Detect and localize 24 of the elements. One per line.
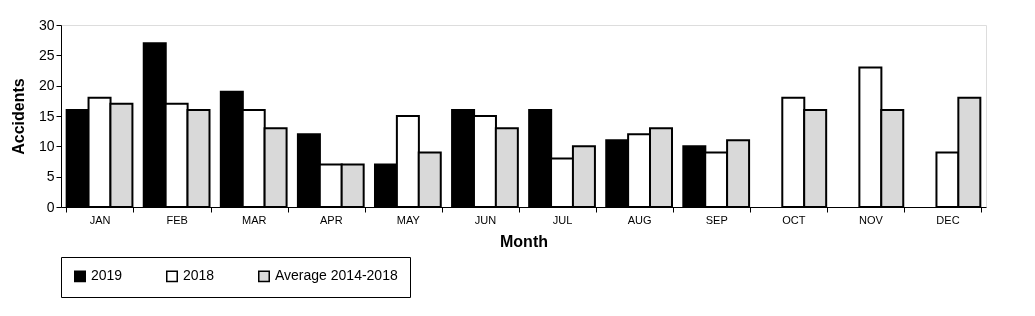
x-tick-label: JUL (552, 213, 573, 226)
y-tick-label: 10 (38, 137, 55, 154)
x-tick-label: MAY (396, 213, 421, 226)
x-tick-label: MAR (241, 213, 267, 226)
y-tick-label: 25 (38, 46, 55, 63)
x-tick-label: NOV (858, 213, 884, 226)
legend-label: 2018 (183, 267, 215, 284)
x-tick-label: DEC (936, 213, 960, 226)
x-tick-label: JAN (89, 213, 111, 226)
y-tick-label: 15 (38, 107, 55, 124)
x-tick-label: OCT (782, 213, 806, 226)
x-axis-title: Month (500, 232, 548, 250)
y-tick-label: 0 (46, 198, 55, 215)
y-tick-label: 5 (46, 168, 55, 185)
legend-label: 2019 (91, 267, 123, 284)
y-tick-label: 20 (38, 77, 55, 94)
x-tick-label: SEP (705, 213, 728, 226)
x-tick-label: JUN (474, 213, 497, 226)
legend-label: Average 2014-2018 (275, 267, 398, 284)
y-tick-label: 30 (38, 16, 55, 33)
x-tick-label: APR (319, 213, 343, 226)
x-tick-label: AUG (627, 213, 652, 226)
x-tick-label: FEB (166, 213, 188, 226)
y-axis-title: Accidents (9, 78, 27, 155)
